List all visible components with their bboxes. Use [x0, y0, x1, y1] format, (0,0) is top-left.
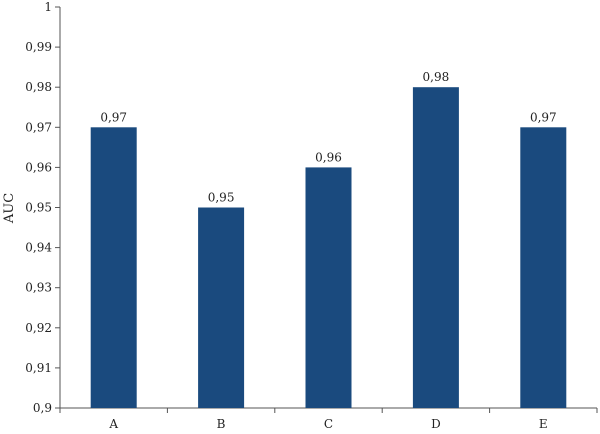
y-axis-title: AUC: [2, 193, 17, 224]
x-axis: A B C D E: [59, 407, 598, 431]
x-tick-label-d: D: [431, 417, 441, 431]
bar-c: [305, 167, 352, 408]
x-tick-label-e: E: [539, 417, 548, 431]
y-tick-label: 0,97: [25, 120, 52, 134]
y-tick-label: 0,95: [25, 201, 52, 215]
bars: [90, 87, 567, 409]
y-tick-label: 1: [44, 0, 52, 14]
data-label-e: 0,97: [530, 110, 557, 124]
x-tick-label-a: A: [108, 417, 118, 431]
x-tick-label-b: B: [217, 417, 226, 431]
y-axis: 0,9 0,91 0,92 0,93 0,94 0,95 0,96 0,97 0,98 0,99 1: [25, 0, 61, 415]
y-tick-label: 0,96: [25, 160, 52, 174]
y-tick-label: 0,93: [25, 281, 52, 295]
bar-d: [412, 87, 459, 408]
data-label-d: 0,98: [423, 70, 450, 84]
data-label-b: 0,95: [208, 191, 235, 205]
bar-e: [520, 127, 567, 409]
y-tick-label: 0,92: [25, 321, 52, 335]
bar-a: [90, 127, 137, 409]
data-labels: 0,97 0,95 0,96 0,98 0,97: [100, 70, 556, 204]
y-tick-label: 0,98: [25, 80, 52, 94]
data-label-a: 0,97: [100, 110, 127, 124]
bar-b: [198, 207, 245, 408]
x-tick-label-c: C: [324, 417, 333, 431]
y-tick-label: 0,91: [25, 361, 52, 375]
y-tick-label: 0,99: [25, 40, 52, 54]
y-tick-label: 0,9: [33, 401, 52, 415]
data-label-c: 0,96: [315, 150, 342, 164]
y-tick-label: 0,94: [25, 241, 52, 255]
